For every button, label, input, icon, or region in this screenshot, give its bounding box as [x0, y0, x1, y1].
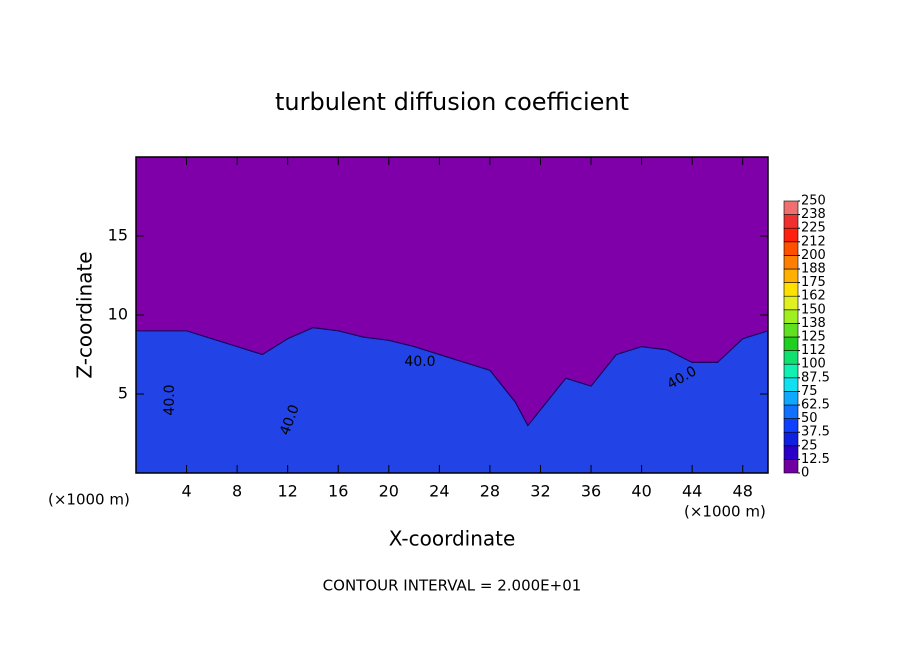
colorbar-band [783, 282, 799, 297]
colorbar-label: 12.5 [801, 452, 830, 467]
colorbar-label: 112 [801, 343, 826, 358]
colorbar-band [783, 418, 799, 433]
colorbar-band [783, 227, 799, 243]
x-tick-label: 32 [530, 482, 550, 501]
x-unit-label: (×1000 m) [48, 491, 130, 509]
colorbar-label: 212 [801, 234, 826, 249]
colorbar-band [783, 336, 799, 351]
colorbar-label: 62.5 [801, 398, 830, 413]
colorbar-band [783, 309, 799, 324]
colorbar-band [783, 391, 799, 406]
x-tick-label: 20 [379, 482, 399, 501]
colorbar-label: 238 [801, 207, 826, 222]
colorbar-band [783, 350, 799, 365]
x-tick-label: 8 [232, 482, 242, 501]
x-tick-label: 36 [581, 482, 601, 501]
colorbar-band [783, 363, 799, 379]
colorbar-band [783, 459, 799, 474]
x-tick-label: 4 [181, 482, 191, 501]
colorbar-label: 138 [801, 316, 826, 331]
colorbar-band [783, 323, 799, 338]
y-tick-label: 5 [118, 384, 128, 403]
colorbar-label: 25 [801, 438, 818, 453]
colorbar-label: 75 [801, 384, 818, 399]
colorbar-label: 87.5 [801, 370, 830, 385]
colorbar-label: 225 [801, 221, 826, 236]
x-axis-label: X-coordinate [389, 527, 516, 551]
colorbar-label: 188 [801, 262, 826, 277]
y-tick-label: 15 [108, 226, 128, 245]
colorbar-band [783, 295, 799, 311]
colorbar-label: 150 [801, 302, 826, 317]
colorbar-label: 50 [801, 411, 818, 426]
colorbar-band [783, 214, 799, 229]
x-tick-label: 12 [278, 482, 298, 501]
colorbar-band [783, 431, 799, 447]
x-tick-label: 44 [682, 482, 702, 501]
colorbar-label: 125 [801, 330, 826, 345]
colorbar-label: 200 [801, 248, 826, 263]
x-tick-label: 48 [733, 482, 753, 501]
colorbar-band [783, 241, 799, 256]
x-tick-label: 40 [631, 482, 651, 501]
x-tick-label: 16 [328, 482, 348, 501]
colorbar-band [783, 200, 799, 215]
turbulent-layer [136, 327, 768, 473]
colorbar-label: 175 [801, 275, 826, 290]
contour-label: 40.0 [162, 384, 178, 415]
colorbar-band [783, 268, 799, 283]
x-unit-label: (×1000 m) [684, 503, 766, 521]
colorbar-label: 100 [801, 357, 826, 372]
x-tick-label: 24 [429, 482, 449, 501]
contour-label: 40.0 [404, 354, 435, 370]
layer-top-line [136, 327, 769, 427]
footer-note: CONTOUR INTERVAL = 2.000E+01 [323, 577, 582, 595]
colorbar-band [783, 377, 799, 392]
colorbar-band [783, 404, 799, 419]
y-tick-label: 10 [108, 305, 128, 324]
colorbar-band [783, 445, 799, 460]
x-tick-label: 28 [480, 482, 500, 501]
chart-title: turbulent diffusion coefficient [275, 88, 629, 116]
colorbar-label: 250 [801, 194, 826, 209]
colorbar-label: 162 [801, 289, 826, 304]
colorbar-band [783, 255, 799, 270]
colorbar-label: 37.5 [801, 425, 830, 440]
colorbar-label: 0 [801, 466, 809, 481]
y-axis-label: Z-coordinate [73, 251, 97, 378]
